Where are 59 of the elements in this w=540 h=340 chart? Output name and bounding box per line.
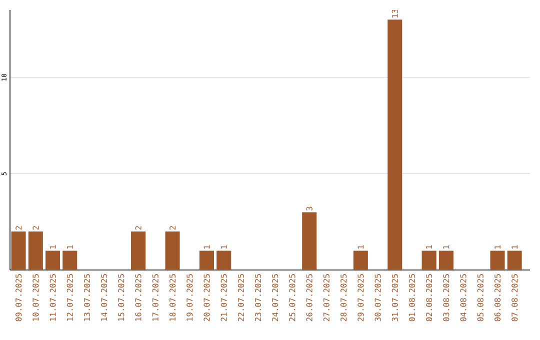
x-tick-label: 02.08.2025 xyxy=(426,274,432,322)
x-tick-label: 03.08.2025 xyxy=(443,274,450,322)
bar xyxy=(11,231,26,270)
x-tick-label: 27.07.2025 xyxy=(323,274,330,322)
x-tick-label: 26.07.2025 xyxy=(306,274,312,322)
x-tick-label: 06.08.2025 xyxy=(494,274,501,322)
x-tick-label: 10.07.2025 xyxy=(32,274,39,321)
x-tick-label: 23.07.2025 xyxy=(255,274,262,322)
data-label: 2 xyxy=(32,226,39,230)
bar xyxy=(28,231,43,270)
x-tick-label: 21.07.2025 xyxy=(220,274,227,322)
x-tick-label: 12.07.2025 xyxy=(66,274,73,321)
x-tick-label: 22.07.2025 xyxy=(238,274,244,322)
bar xyxy=(216,250,232,270)
bar xyxy=(422,250,436,270)
x-tick-label: 16.07.2025 xyxy=(135,274,142,321)
bar xyxy=(438,250,454,270)
x-tick-label: 18.07.2025 xyxy=(169,274,176,321)
data-label: 1 xyxy=(426,245,432,249)
data-label: 1 xyxy=(66,245,73,249)
x-tick-label: 17.07.2025 xyxy=(152,274,158,321)
bar xyxy=(165,231,180,270)
bar xyxy=(62,250,78,270)
x-tick-label: 19.07.2025 xyxy=(186,274,193,321)
x-tick-label: 25.07.2025 xyxy=(289,274,296,322)
x-tick-label: 14.07.2025 xyxy=(101,274,108,321)
x-tick-label: 13.07.2025 xyxy=(84,274,90,321)
x-tick-label: 07.08.2025 xyxy=(512,274,518,322)
data-label: 1 xyxy=(494,245,500,249)
bar xyxy=(45,250,60,270)
x-tick-label: 01.08.2025 xyxy=(408,274,415,322)
x-tick-label: 28.07.2025 xyxy=(340,274,347,322)
data-label: 1 xyxy=(443,245,450,249)
x-tick-label: 11.07.2025 xyxy=(50,274,56,321)
data-label: 2 xyxy=(170,226,176,230)
x-tick-label: 20.07.2025 xyxy=(204,274,210,322)
bar xyxy=(199,250,214,270)
bar xyxy=(388,20,402,270)
data-label: 1 xyxy=(512,245,518,249)
data-label: 1 xyxy=(204,245,210,249)
data-label: 2 xyxy=(16,226,22,230)
x-tick-label: 15.07.2025 xyxy=(118,274,124,321)
data-label: 1 xyxy=(220,245,227,249)
x-tick-label: 31.07.2025 xyxy=(392,274,398,322)
data-label: 1 xyxy=(50,245,56,249)
bar xyxy=(302,212,317,270)
data-label: 3 xyxy=(306,206,312,210)
x-tick-label: 29.07.2025 xyxy=(358,274,364,322)
x-tick-label: 04.08.2025 xyxy=(460,274,466,322)
x-tick-label: 24.07.2025 xyxy=(272,274,278,322)
bar xyxy=(490,250,505,270)
x-tick-label: 09.07.2025 xyxy=(16,274,22,322)
data-label: 2 xyxy=(135,226,142,230)
x-tick-label: 30.07.2025 xyxy=(374,274,381,322)
bar xyxy=(353,250,368,270)
bar xyxy=(131,231,146,270)
data-label: 1 xyxy=(358,245,364,249)
bar xyxy=(507,250,522,270)
x-tick-label: 05.08.2025 xyxy=(477,274,484,322)
